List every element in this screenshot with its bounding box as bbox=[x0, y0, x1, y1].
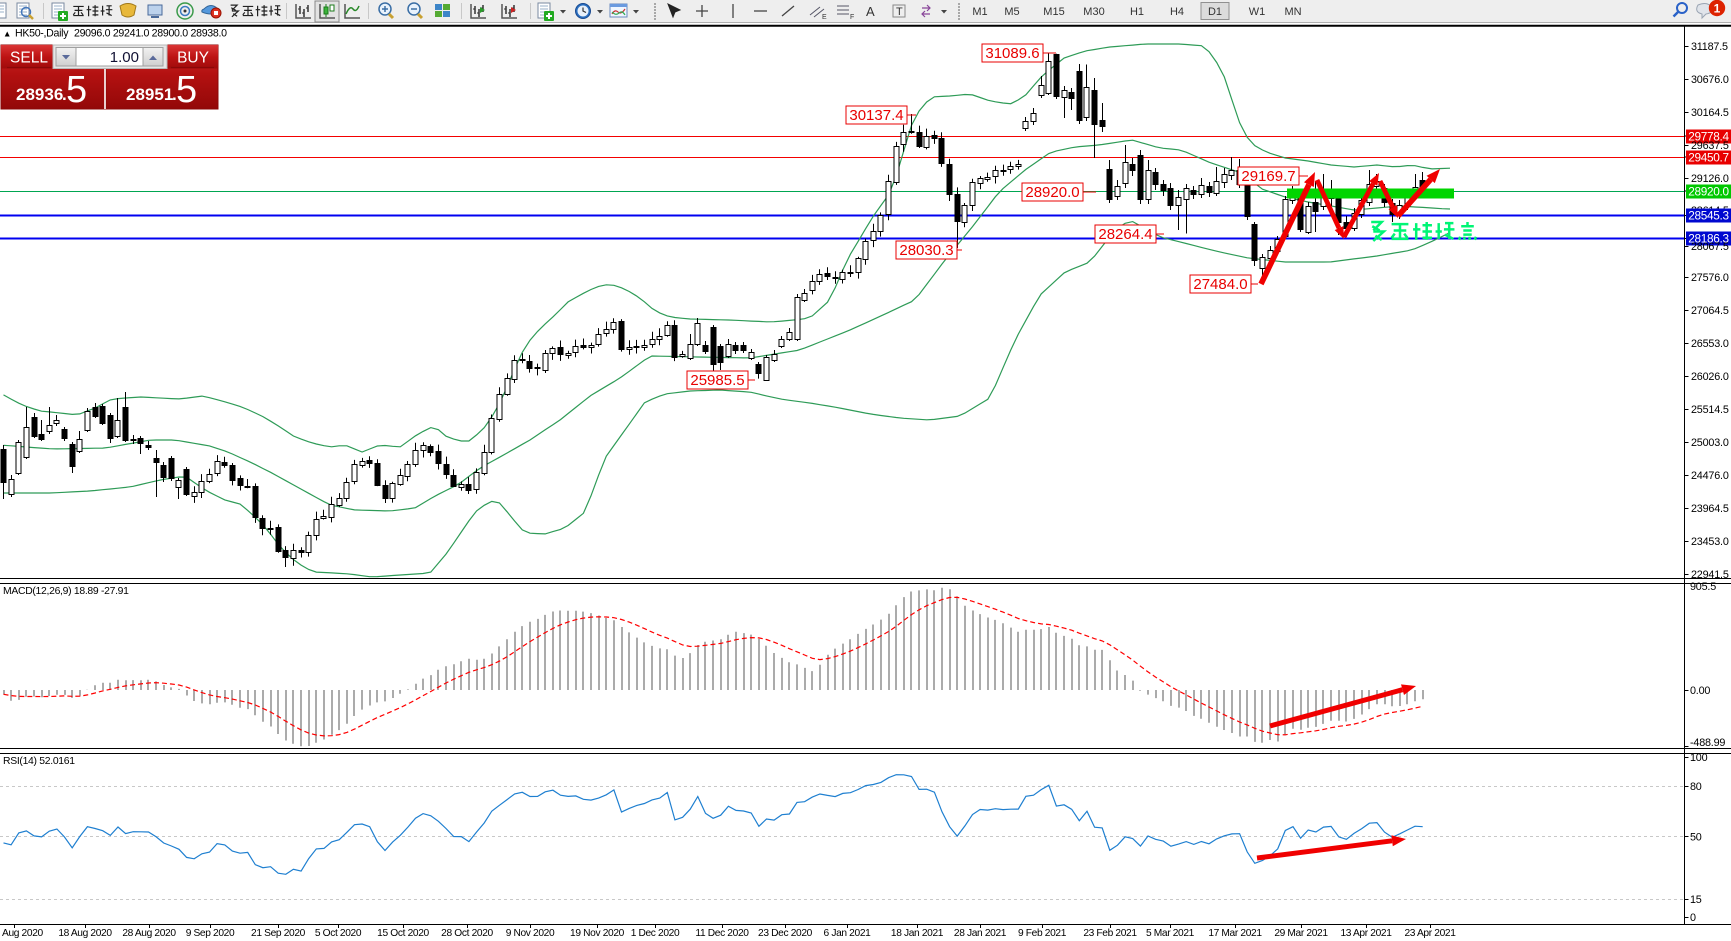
svg-text:9 Sep 2020: 9 Sep 2020 bbox=[186, 928, 235, 939]
svg-text:26553.0: 26553.0 bbox=[1691, 338, 1729, 350]
svg-text:23 Apr 2021: 23 Apr 2021 bbox=[1404, 928, 1456, 939]
svg-text:28 Jan 2021: 28 Jan 2021 bbox=[954, 928, 1007, 939]
svg-text:22941.5: 22941.5 bbox=[1691, 569, 1729, 581]
svg-text:31187.5: 31187.5 bbox=[1691, 41, 1728, 53]
svg-text:▲: ▲ bbox=[3, 29, 11, 39]
svg-text:6 Jan 2021: 6 Jan 2021 bbox=[824, 928, 872, 939]
svg-text:27484.0: 27484.0 bbox=[1193, 276, 1247, 293]
svg-text:80: 80 bbox=[1690, 781, 1702, 793]
svg-text:A: A bbox=[866, 4, 875, 19]
svg-text:18 Jan 2021: 18 Jan 2021 bbox=[891, 928, 944, 939]
svg-text:29450.7: 29450.7 bbox=[1688, 151, 1729, 165]
svg-text:M5: M5 bbox=[1004, 6, 1019, 18]
svg-text:15 Oct 2020: 15 Oct 2020 bbox=[377, 928, 429, 939]
svg-text:0.00: 0.00 bbox=[1690, 685, 1710, 697]
svg-text:905.5: 905.5 bbox=[1690, 581, 1716, 593]
svg-text:BUY: BUY bbox=[177, 50, 209, 67]
svg-text:28545.3: 28545.3 bbox=[1688, 209, 1729, 223]
svg-text:28951: 28951 bbox=[126, 85, 173, 104]
svg-text:24476.0: 24476.0 bbox=[1691, 470, 1729, 482]
svg-text:18 Aug 2020: 18 Aug 2020 bbox=[58, 928, 112, 939]
svg-text:5: 5 bbox=[66, 69, 87, 111]
svg-text:28 Aug 2020: 28 Aug 2020 bbox=[122, 928, 176, 939]
svg-text:27576.0: 27576.0 bbox=[1691, 272, 1729, 284]
svg-text:0: 0 bbox=[1690, 912, 1696, 924]
svg-text:26026.0: 26026.0 bbox=[1691, 371, 1729, 383]
svg-text:28 Oct 2020: 28 Oct 2020 bbox=[441, 928, 493, 939]
svg-text:100: 100 bbox=[1690, 752, 1708, 764]
svg-text:RSI(14) 52.0161: RSI(14) 52.0161 bbox=[3, 756, 75, 767]
svg-text:E: E bbox=[822, 14, 827, 21]
svg-text:H1: H1 bbox=[1130, 6, 1144, 18]
svg-text:T: T bbox=[896, 6, 903, 18]
svg-text:29169.7: 29169.7 bbox=[1241, 168, 1295, 185]
svg-text:M30: M30 bbox=[1083, 6, 1104, 18]
svg-text:5 Oct 2020: 5 Oct 2020 bbox=[315, 928, 362, 939]
svg-text:23453.0: 23453.0 bbox=[1691, 536, 1729, 548]
svg-text:28264.4: 28264.4 bbox=[1098, 226, 1152, 243]
svg-text:29 Mar 2021: 29 Mar 2021 bbox=[1274, 928, 1328, 939]
svg-text:31089.6: 31089.6 bbox=[985, 45, 1039, 62]
svg-text:25985.5: 25985.5 bbox=[690, 372, 744, 389]
svg-text:5 Mar 2021: 5 Mar 2021 bbox=[1146, 928, 1195, 939]
svg-text:28936: 28936 bbox=[16, 85, 63, 104]
svg-text:28920.0: 28920.0 bbox=[1025, 184, 1079, 201]
svg-text:21 Sep 2020: 21 Sep 2020 bbox=[251, 928, 306, 939]
svg-text:15: 15 bbox=[1690, 894, 1702, 906]
svg-text:17 Mar 2021: 17 Mar 2021 bbox=[1208, 928, 1262, 939]
svg-text:F: F bbox=[850, 14, 854, 21]
svg-text:9 Nov 2020: 9 Nov 2020 bbox=[506, 928, 555, 939]
svg-text:28186.3: 28186.3 bbox=[1688, 232, 1729, 246]
svg-text:30137.4: 30137.4 bbox=[849, 107, 903, 124]
svg-text:M1: M1 bbox=[972, 6, 987, 18]
svg-text:19 Nov 2020: 19 Nov 2020 bbox=[570, 928, 625, 939]
svg-text:D1: D1 bbox=[1208, 6, 1222, 18]
svg-text:28067.5: 28067.5 bbox=[1691, 241, 1729, 253]
svg-text:9 Feb 2021: 9 Feb 2021 bbox=[1018, 928, 1067, 939]
svg-text:29778.4: 29778.4 bbox=[1688, 130, 1729, 144]
svg-text:29637.5: 29637.5 bbox=[1691, 140, 1729, 152]
svg-text:25514.5: 25514.5 bbox=[1691, 404, 1729, 416]
svg-text:30676.0: 30676.0 bbox=[1691, 74, 1729, 86]
svg-text:23964.5: 23964.5 bbox=[1691, 503, 1729, 515]
svg-text:28920.0: 28920.0 bbox=[1688, 185, 1729, 199]
svg-text:30164.5: 30164.5 bbox=[1691, 107, 1729, 119]
svg-text:HK50-,Daily: HK50-,Daily bbox=[15, 28, 69, 40]
svg-text:50: 50 bbox=[1690, 832, 1702, 844]
svg-text:23 Feb 2021: 23 Feb 2021 bbox=[1083, 928, 1137, 939]
svg-text:-488.99: -488.99 bbox=[1690, 737, 1725, 749]
svg-text:5: 5 bbox=[176, 69, 197, 111]
svg-text:29096.0 29241.0 28900.0 28938.: 29096.0 29241.0 28900.0 28938.0 bbox=[74, 28, 227, 40]
svg-text:23 Dec 2020: 23 Dec 2020 bbox=[758, 928, 813, 939]
svg-text:H4: H4 bbox=[1170, 6, 1184, 18]
svg-text:25003.0: 25003.0 bbox=[1691, 437, 1729, 449]
svg-text:28030.3: 28030.3 bbox=[899, 242, 953, 259]
svg-text:.: . bbox=[62, 85, 67, 104]
svg-text:W1: W1 bbox=[1249, 6, 1266, 18]
svg-text:MACD(12,26,9) 18.89 -27.91: MACD(12,26,9) 18.89 -27.91 bbox=[3, 586, 129, 597]
svg-text:11 Dec 2020: 11 Dec 2020 bbox=[695, 928, 749, 939]
svg-text:1.00: 1.00 bbox=[110, 49, 139, 66]
svg-text:.: . bbox=[172, 85, 177, 104]
svg-text:27064.5: 27064.5 bbox=[1691, 305, 1729, 317]
svg-text:1: 1 bbox=[1714, 2, 1721, 16]
svg-text:SELL: SELL bbox=[10, 50, 48, 67]
svg-text:Aug 2020: Aug 2020 bbox=[2, 928, 44, 939]
svg-text:1 Dec 2020: 1 Dec 2020 bbox=[631, 928, 680, 939]
svg-text:13 Apr 2021: 13 Apr 2021 bbox=[1340, 928, 1392, 939]
svg-text:M15: M15 bbox=[1043, 6, 1064, 18]
svg-text:29126.0: 29126.0 bbox=[1691, 173, 1729, 185]
svg-text:MN: MN bbox=[1284, 6, 1301, 18]
